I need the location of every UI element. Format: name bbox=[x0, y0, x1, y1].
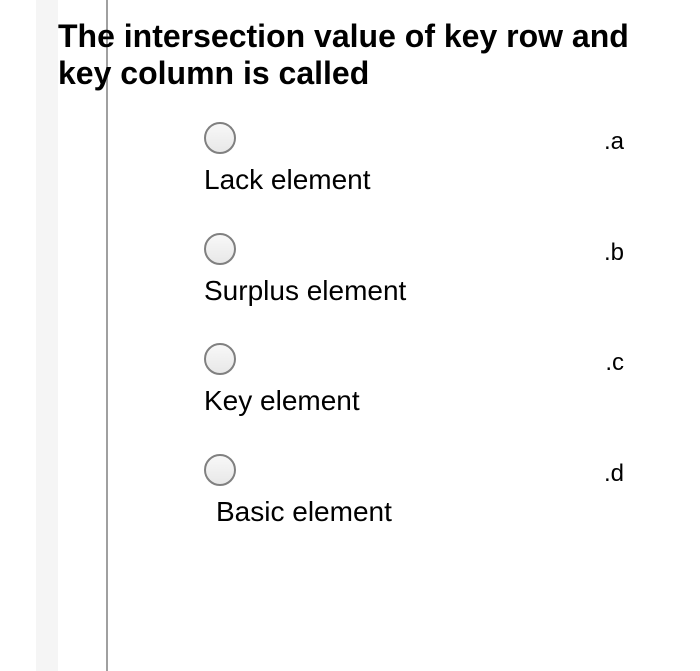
option-a: .a Lack element bbox=[204, 122, 624, 197]
left-gutter bbox=[36, 0, 58, 671]
option-label-d: Basic element bbox=[216, 495, 446, 529]
radio-b[interactable] bbox=[204, 233, 236, 265]
option-c: .c Key element bbox=[204, 343, 624, 418]
option-letter-c: .c bbox=[605, 349, 624, 377]
vertical-divider bbox=[106, 0, 108, 671]
option-letter-d: .d bbox=[604, 460, 624, 488]
option-letter-b: .b bbox=[604, 239, 624, 267]
radio-a[interactable] bbox=[204, 122, 236, 154]
option-label-a: Lack element bbox=[204, 163, 434, 197]
options-container: .a Lack element .b Surplus element .c Ke… bbox=[204, 122, 624, 564]
radio-d[interactable] bbox=[204, 454, 236, 486]
question-title: The intersection value of key row and ke… bbox=[58, 18, 658, 92]
option-label-b: Surplus element bbox=[204, 274, 434, 308]
option-d: .d Basic element bbox=[204, 454, 624, 529]
option-b: .b Surplus element bbox=[204, 233, 624, 308]
option-label-c: Key element bbox=[204, 384, 434, 418]
option-letter-a: .a bbox=[604, 128, 624, 156]
radio-c[interactable] bbox=[204, 343, 236, 375]
